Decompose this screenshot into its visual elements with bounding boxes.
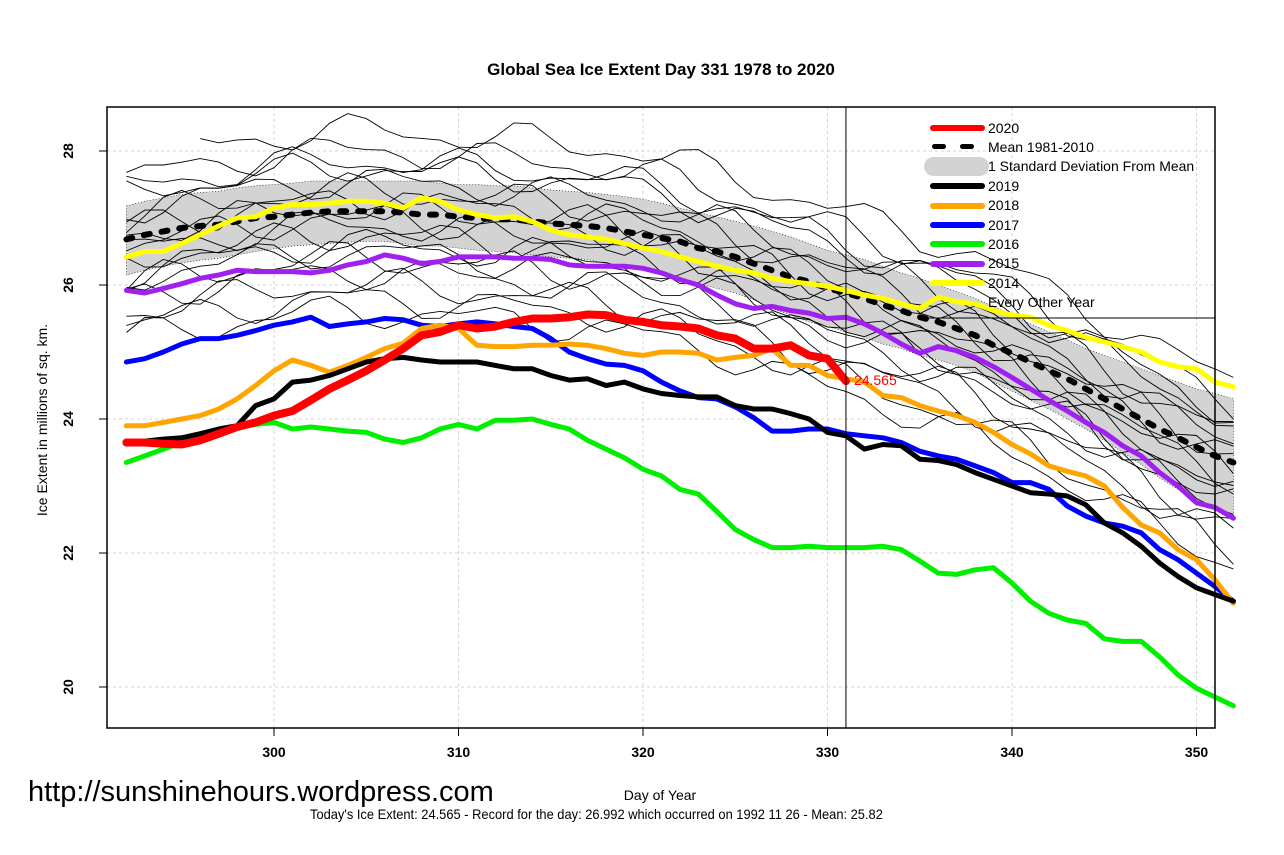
watermark-url: http://sunshinehours.wordpress.com — [28, 776, 494, 808]
mean-layer — [123, 208, 1237, 466]
other-year-line — [126, 137, 1234, 420]
series-line-2016 — [123, 416, 1236, 709]
y-tick-label: 20 — [60, 679, 76, 695]
legend-item: 2019 — [920, 176, 1019, 195]
other-year-line — [126, 172, 1234, 445]
series-line-2015 — [123, 252, 1236, 521]
legend-swatch — [920, 293, 985, 312]
legend-label: 2020 — [988, 119, 1020, 136]
y-tick-label: 24 — [60, 411, 76, 427]
legend-swatch — [920, 254, 985, 273]
legend-swatch — [920, 118, 985, 137]
axes — [99, 106, 1216, 736]
series-line-2017 — [123, 314, 1236, 604]
legend-swatch — [920, 196, 985, 215]
legend-label: Every Other Year — [988, 294, 1095, 311]
legend-swatch — [920, 156, 989, 176]
current-value-label: 24.565 — [853, 372, 897, 389]
legend-item: 2018 — [920, 196, 1019, 215]
footer-stats: Today's Ice Extent: 24.565 - Record for … — [310, 806, 883, 822]
legend-label: Mean 1981-2010 — [988, 138, 1094, 155]
x-tick-label: 310 — [446, 744, 471, 760]
y-tick-label: 26 — [60, 277, 76, 293]
legend-swatch — [920, 234, 985, 253]
y-axis-label: Ice Extent in millions of sq. km. — [34, 323, 50, 517]
legend-swatch — [920, 215, 985, 234]
legend-item: 2020 — [920, 118, 1019, 137]
other-year-line — [126, 204, 1234, 474]
other-year-line — [126, 146, 1234, 424]
legend-item: Mean 1981-2010 — [920, 137, 1094, 156]
legend-label: 2014 — [988, 274, 1020, 291]
x-tick-label: 330 — [815, 744, 840, 760]
other-year-line — [200, 113, 1234, 378]
legend-item: 2014 — [920, 273, 1019, 292]
other-year-line — [126, 295, 1234, 570]
other-year-line — [126, 228, 1234, 486]
legend-item: Every Other Year — [920, 293, 1095, 312]
legend-item: 2015 — [920, 254, 1019, 273]
x-axis-label: Day of Year — [623, 787, 697, 803]
legend-label: 2017 — [988, 216, 1020, 233]
gridlines — [107, 107, 1215, 728]
x-tick-label: 320 — [631, 744, 655, 760]
legend-label: 2015 — [988, 255, 1020, 272]
current-day-line-layer — [845, 107, 1215, 728]
other-year-line — [126, 190, 1234, 455]
x-tick-label: 300 — [262, 744, 286, 760]
legend-swatch — [920, 273, 985, 292]
legend-label: 1 Standard Deviation From Mean — [988, 158, 1195, 175]
series-line-2014 — [123, 195, 1236, 390]
y-tick-label: 28 — [60, 143, 76, 159]
legend: 2020 Mean 1981-2010 1 Standard Deviation F… — [920, 118, 1215, 318]
x-tick-label: 340 — [1000, 744, 1024, 760]
other-year-line — [126, 243, 1234, 495]
mean-line — [123, 208, 1237, 466]
plot-frame — [106, 106, 1216, 729]
chart-title: Global Sea Ice Extent Day 331 1978 to 20… — [487, 60, 835, 79]
legend-item: 2017 — [920, 215, 1019, 234]
other-year-line — [126, 168, 1234, 422]
series-line-2018 — [123, 322, 1236, 606]
legend-label: 2016 — [988, 235, 1020, 252]
series-line-2020 — [122, 310, 850, 449]
y-tick-label: 22 — [60, 545, 76, 561]
legend-item: 1 Standard Deviation From Mean — [920, 156, 1195, 176]
series-line-2019 — [123, 354, 1236, 604]
series-layer — [122, 195, 1236, 709]
x-tick-label: 350 — [1184, 744, 1209, 760]
legend-item: 2016 — [920, 234, 1019, 253]
legend-swatch — [920, 137, 985, 156]
legend-label: 2019 — [988, 177, 1020, 194]
legend-swatch — [920, 176, 985, 195]
legend-label: 2018 — [988, 197, 1020, 214]
